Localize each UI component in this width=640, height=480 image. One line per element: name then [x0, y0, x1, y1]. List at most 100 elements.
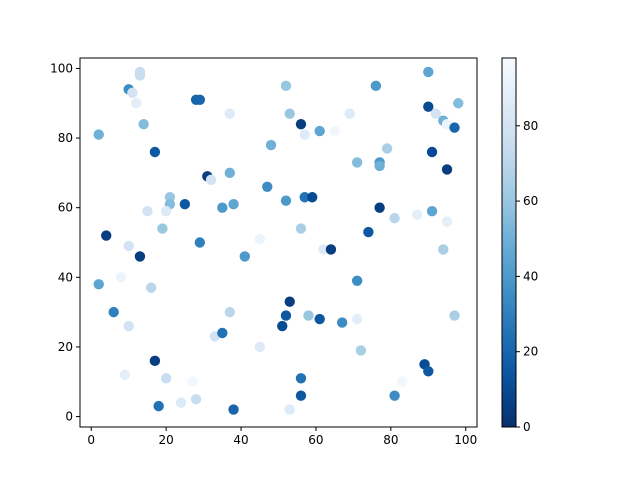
- data-point: [299, 129, 310, 140]
- data-point: [277, 320, 288, 332]
- data-point: [318, 244, 329, 255]
- data-point: [295, 390, 307, 401]
- y-tick-label: 80: [58, 131, 73, 145]
- axes-frame: [79, 57, 478, 428]
- data-point: [280, 310, 292, 321]
- data-point: [351, 157, 363, 168]
- data-point: [438, 244, 449, 255]
- data-point: [123, 240, 134, 252]
- colorbar-tick-label: 60: [523, 194, 538, 208]
- data-point: [355, 345, 367, 356]
- data-point: [254, 233, 265, 245]
- data-point: [336, 317, 348, 328]
- data-point: [396, 376, 408, 387]
- y-tick-label: 0: [65, 410, 73, 424]
- data-point: [389, 212, 400, 224]
- y-tick-label: 40: [58, 270, 73, 284]
- data-point: [325, 244, 337, 255]
- data-point: [295, 223, 307, 234]
- colorbar-tick-label: 80: [523, 119, 538, 133]
- points-layer: [93, 66, 464, 415]
- data-point: [295, 373, 307, 384]
- x-axis: 0 20 40 60 80 100: [87, 427, 477, 447]
- data-point: [351, 313, 363, 325]
- data-point: [303, 310, 314, 321]
- x-tick-label: 60: [308, 433, 323, 447]
- colorbar-tick-label: 40: [523, 269, 538, 283]
- data-point: [370, 80, 382, 92]
- data-point: [217, 327, 228, 339]
- data-point: [374, 160, 385, 172]
- data-point: [160, 373, 172, 384]
- data-point: [142, 205, 153, 217]
- data-point: [262, 181, 273, 193]
- data-point: [441, 216, 453, 227]
- data-point: [284, 296, 295, 307]
- data-point: [351, 275, 363, 286]
- data-point: [228, 199, 239, 210]
- data-point: [194, 94, 206, 105]
- y-tick-label: 20: [58, 340, 73, 354]
- data-point: [389, 390, 400, 401]
- data-point: [449, 122, 460, 133]
- data-point: [381, 143, 393, 154]
- colorbar: [501, 57, 517, 428]
- data-point: [430, 108, 442, 119]
- data-point: [423, 66, 434, 78]
- data-point: [284, 404, 295, 415]
- data-point: [187, 376, 198, 387]
- data-point: [224, 167, 236, 179]
- data-point: [295, 118, 307, 130]
- data-point: [224, 108, 236, 119]
- data-point: [130, 98, 142, 109]
- data-point: [175, 397, 187, 408]
- data-point: [423, 101, 434, 112]
- x-tick-label: 0: [87, 433, 95, 447]
- data-point: [374, 202, 385, 213]
- data-point: [138, 118, 149, 130]
- data-point: [239, 251, 250, 262]
- data-point: [190, 393, 202, 405]
- data-point: [149, 355, 161, 367]
- data-point: [329, 125, 340, 137]
- data-point: [254, 341, 265, 353]
- x-tick-label: 80: [383, 433, 398, 447]
- data-point: [228, 404, 239, 415]
- data-point: [205, 174, 217, 186]
- data-point: [119, 369, 131, 380]
- data-point: [123, 320, 134, 332]
- x-tick-label: 100: [454, 433, 477, 447]
- y-tick-label: 60: [58, 201, 73, 215]
- data-point: [265, 139, 277, 151]
- data-point: [179, 199, 191, 210]
- data-point: [411, 209, 423, 220]
- data-point: [453, 98, 464, 109]
- data-point: [108, 306, 119, 318]
- data-point: [127, 87, 138, 99]
- data-point: [280, 80, 292, 92]
- data-point: [449, 310, 460, 321]
- data-point: [224, 306, 236, 318]
- data-point: [93, 279, 104, 290]
- y-tick-label: 100: [50, 61, 73, 75]
- colorbar-tick-label: 0: [523, 420, 531, 434]
- data-point: [194, 237, 206, 248]
- data-point: [284, 108, 295, 119]
- colorbar-tick-label: 20: [523, 345, 538, 359]
- y-axis: 0 20 40 60 80 100: [50, 61, 80, 424]
- data-point: [157, 223, 168, 234]
- data-point: [426, 146, 438, 158]
- data-point: [93, 129, 104, 140]
- data-point: [145, 282, 157, 293]
- data-point: [280, 195, 292, 206]
- x-tick-label: 20: [159, 433, 174, 447]
- data-point: [344, 108, 355, 119]
- data-point: [134, 251, 146, 262]
- data-point: [153, 400, 164, 412]
- data-point: [307, 192, 318, 203]
- data-point: [149, 146, 161, 158]
- data-point: [115, 272, 127, 283]
- data-point: [423, 366, 434, 377]
- data-point: [441, 164, 453, 175]
